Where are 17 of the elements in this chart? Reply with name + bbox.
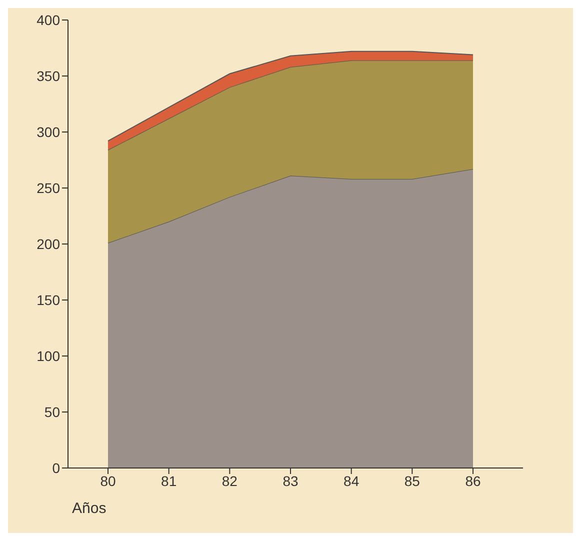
y-tick-label: 150 bbox=[36, 292, 60, 308]
y-tick-label: 300 bbox=[36, 124, 60, 140]
x-tick-label: 80 bbox=[100, 472, 116, 489]
x-tick-label: 84 bbox=[344, 472, 360, 489]
x-axis-title: Años bbox=[72, 500, 108, 517]
x-tick-label: 82 bbox=[222, 472, 238, 489]
y-tick-label: 100 bbox=[36, 348, 60, 364]
x-tick-label: 86 bbox=[465, 472, 481, 489]
y-tick-label: 200 bbox=[36, 236, 60, 252]
y-tick-label: 350 bbox=[36, 68, 60, 84]
y-tick-label: 250 bbox=[36, 180, 60, 196]
y-tick-label: 50 bbox=[44, 404, 60, 420]
y-tick-label: 400 bbox=[36, 12, 60, 28]
y-tick-label: 0 bbox=[52, 460, 60, 476]
x-tick-label: 85 bbox=[404, 472, 420, 489]
x-tick-label: 83 bbox=[282, 472, 298, 489]
x-tick-label: 81 bbox=[161, 472, 177, 489]
